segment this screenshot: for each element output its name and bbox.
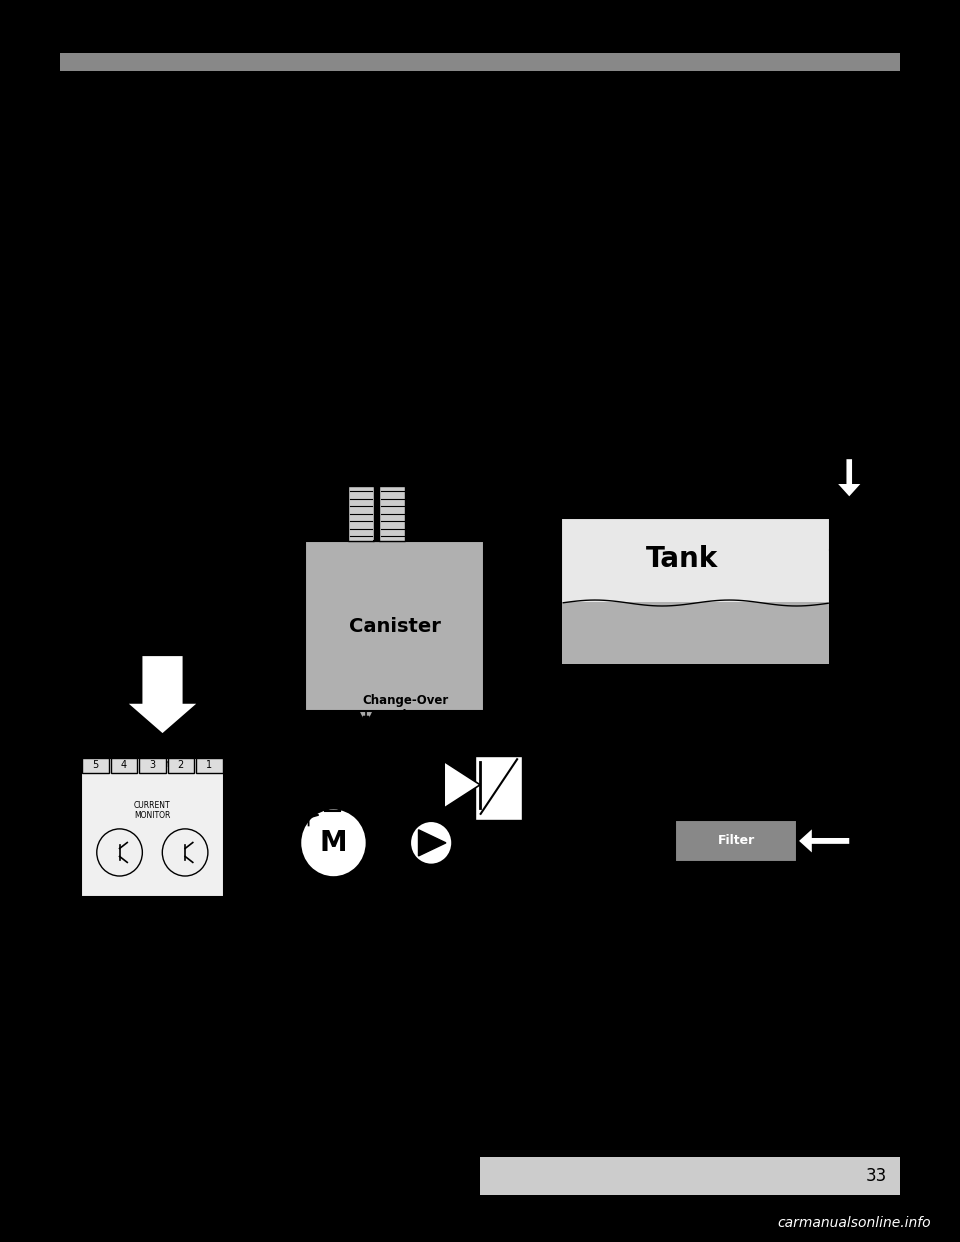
Polygon shape	[419, 830, 446, 856]
Text: The  DC  Motor  LDP  ensures  accurate  fuel  system  leak  detection  for  leak: The DC Motor LDP ensures accurate fuel s…	[73, 143, 644, 155]
Text: not energized.  When purge valve operation occurs filtered air enters the fuel s: not energized. When purge valve operatio…	[73, 999, 632, 1011]
Polygon shape	[126, 655, 199, 734]
Text: In it’s inactive state the pump motor and the change over valve of the DC Motor : In it’s inactive state the pump motor an…	[73, 980, 618, 992]
Bar	[208, 751, 220, 770]
Text: 33: 33	[866, 1167, 887, 1185]
Text: Purge
Valve: Purge Valve	[396, 453, 439, 482]
Circle shape	[300, 809, 367, 878]
Text: FUNCTION: FUNCTION	[73, 98, 178, 116]
Text: 4: 4	[121, 760, 127, 770]
Bar	[305, 542, 484, 712]
Text: 1: 1	[206, 760, 212, 770]
Bar	[379, 487, 405, 542]
Text: 3: 3	[149, 760, 156, 770]
Text: carmanualsonline.info: carmanualsonline.info	[778, 1216, 931, 1231]
Text: Fresh Air: Fresh Air	[855, 848, 918, 861]
Text: Throttle
Plate: Throttle Plate	[132, 527, 189, 554]
Bar	[248, 522, 732, 882]
Text: 5: 5	[92, 760, 99, 770]
Text: ing a Leak Diagnosis test.  The change over valve is open during all other perio: ing a Leak Diagnosis test. The change ov…	[73, 258, 625, 272]
Polygon shape	[798, 827, 851, 854]
Bar	[82, 758, 108, 773]
Text: +: +	[488, 668, 504, 687]
Bar	[196, 758, 223, 773]
Circle shape	[581, 738, 588, 746]
Text: Electric
Motor LDP: Electric Motor LDP	[657, 725, 731, 755]
Text: Canister: Canister	[348, 616, 441, 636]
Text: The pump also contains an ECM controlled change over valve that is energized clo: The pump also contains an ECM controlled…	[73, 240, 630, 253]
Text: 0.5mm (.020"). The pump contains an integral DC motor which is activated directl: 0.5mm (.020"). The pump contains an inte…	[73, 161, 628, 175]
Text: CURRENT
MONITOR: CURRENT MONITOR	[134, 801, 171, 821]
Text: DC MOTOR LDP INACTIVE --  NORMAL PURGE VALVE OPERATION: DC MOTOR LDP INACTIVE -- NORMAL PURGE VA…	[73, 941, 570, 955]
Circle shape	[410, 821, 452, 864]
Text: Tank: Tank	[646, 545, 718, 573]
Text: stroke of the current vacuum operated LDP).: stroke of the current vacuum operated LD…	[73, 297, 348, 309]
Text: surement for detecting leaks.: surement for detecting leaks.	[73, 199, 254, 212]
Text: pensating for engine vacuum drawing on the hydrocarbon vapors stored in the char: pensating for engine vacuum drawing on t…	[73, 1017, 613, 1030]
Bar	[139, 758, 166, 773]
Text: Filter: Filter	[718, 835, 756, 847]
Bar	[168, 758, 194, 773]
Text: 2: 2	[178, 760, 184, 770]
Text: engine control module. The ECM monitors the pump motor operating current as the : engine control module. The ECM monitors …	[73, 180, 623, 194]
Polygon shape	[836, 458, 863, 498]
Bar	[676, 820, 798, 862]
Bar	[60, 53, 900, 71]
Text: 0.5mm
Reference
Orifice: 0.5mm Reference Orifice	[148, 734, 201, 769]
Bar	[475, 756, 522, 820]
Text: Change-Over
Valve: Change-Over Valve	[362, 694, 448, 722]
Bar	[562, 518, 830, 664]
Text: ation allowing the fuel system to “breath” through the inlet filter (similar to : ation allowing the fuel system to “breat…	[73, 278, 620, 291]
Text: canister.: canister.	[73, 1036, 125, 1049]
Polygon shape	[444, 761, 480, 809]
Bar	[81, 758, 224, 897]
Text: Engine: Engine	[133, 746, 192, 761]
Text: Pump: Pump	[314, 886, 353, 898]
Bar	[110, 758, 137, 773]
Bar	[480, 1158, 900, 1195]
Text: +: +	[285, 668, 301, 687]
Text: M: M	[320, 828, 348, 857]
Bar	[348, 487, 373, 542]
Bar	[563, 602, 829, 663]
